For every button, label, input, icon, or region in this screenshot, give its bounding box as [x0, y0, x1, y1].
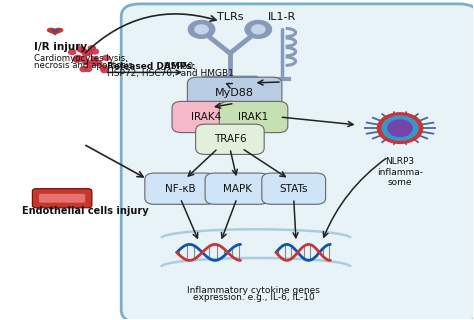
Circle shape [69, 50, 76, 54]
Text: TLRs: TLRs [217, 12, 243, 22]
Text: necrosis and apoptosis: necrosis and apoptosis [34, 61, 133, 70]
Circle shape [91, 60, 98, 64]
Circle shape [91, 57, 98, 62]
Circle shape [103, 56, 110, 60]
Circle shape [382, 116, 418, 140]
Polygon shape [47, 28, 63, 35]
Text: MyD88: MyD88 [215, 88, 254, 98]
FancyBboxPatch shape [262, 173, 326, 204]
Text: Released DAMPs:: Released DAMPs: [107, 61, 195, 70]
FancyBboxPatch shape [187, 77, 282, 109]
Circle shape [95, 61, 102, 66]
Text: IRAK1: IRAK1 [238, 112, 269, 122]
Text: Inflammatory cytokine genes: Inflammatory cytokine genes [187, 286, 320, 295]
Circle shape [100, 65, 107, 70]
FancyBboxPatch shape [201, 76, 258, 88]
Circle shape [80, 48, 87, 53]
Circle shape [91, 49, 99, 54]
FancyBboxPatch shape [121, 4, 474, 320]
FancyBboxPatch shape [196, 124, 264, 155]
Text: I/R injury: I/R injury [34, 42, 87, 52]
Circle shape [245, 20, 272, 38]
Circle shape [77, 47, 84, 52]
Circle shape [101, 68, 108, 73]
Circle shape [188, 20, 215, 38]
Polygon shape [52, 30, 58, 33]
Circle shape [85, 51, 92, 55]
Text: expression. e.g., IL-6, IL-10: expression. e.g., IL-6, IL-10 [192, 293, 314, 302]
Text: HSP60,: HSP60, [161, 61, 196, 70]
Text: MAPK: MAPK [222, 184, 252, 194]
Circle shape [85, 67, 91, 71]
Circle shape [377, 113, 423, 143]
Circle shape [88, 46, 95, 51]
FancyBboxPatch shape [39, 194, 85, 203]
Text: IL1-R: IL1-R [268, 12, 296, 22]
FancyBboxPatch shape [219, 101, 288, 132]
Circle shape [252, 25, 265, 34]
Text: NLRP3
inflamma-
some: NLRP3 inflamma- some [377, 157, 423, 187]
FancyBboxPatch shape [32, 189, 92, 208]
Text: Cardiomyocytes lysis,: Cardiomyocytes lysis, [34, 53, 128, 62]
Circle shape [82, 51, 89, 56]
FancyBboxPatch shape [172, 101, 240, 132]
Text: IRAK4: IRAK4 [191, 112, 221, 122]
Text: STATs: STATs [280, 184, 308, 194]
Circle shape [195, 25, 208, 34]
FancyBboxPatch shape [145, 173, 216, 204]
Text: HSP72, HSC70,  and HMGB1: HSP72, HSC70, and HMGB1 [107, 68, 234, 77]
Circle shape [388, 120, 412, 136]
Circle shape [74, 58, 81, 62]
Circle shape [83, 60, 90, 65]
Circle shape [80, 67, 87, 72]
Circle shape [87, 62, 94, 67]
Circle shape [74, 55, 82, 60]
Text: NF-κB: NF-κB [165, 184, 196, 194]
Text: TRAF6: TRAF6 [214, 134, 246, 144]
Circle shape [73, 57, 81, 61]
FancyBboxPatch shape [205, 173, 269, 204]
Circle shape [76, 56, 83, 61]
Text: Endothelial cells injury: Endothelial cells injury [22, 206, 148, 216]
Circle shape [80, 57, 87, 62]
